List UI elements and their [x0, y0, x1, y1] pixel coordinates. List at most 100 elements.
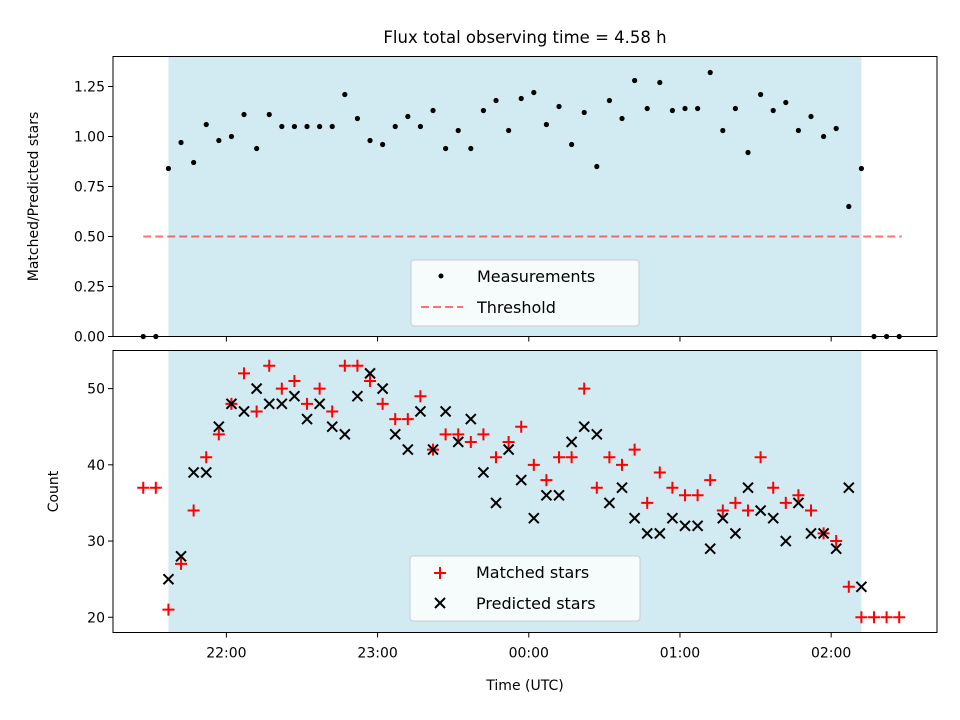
measurement-point [808, 113, 814, 120]
matched-star-point [792, 489, 805, 502]
matched-star-point [376, 397, 389, 410]
legend-predicted-label: Predicted stars [476, 594, 596, 613]
measurement-point [430, 107, 436, 114]
measurement-point [606, 97, 613, 104]
matched-star-point [187, 504, 200, 517]
predicted-star-point [754, 504, 767, 517]
matched-star-point [880, 611, 893, 624]
predicted-star-point [729, 527, 742, 540]
predicted-star-point [250, 382, 263, 395]
measurement-point [178, 139, 184, 146]
legend-measurements-label: Measurements [477, 267, 595, 286]
matched-star-point [553, 451, 566, 464]
predicted-star-point [603, 497, 616, 509]
predicted-star-point [364, 367, 376, 380]
measurement-point [720, 127, 726, 134]
predicted-star-point [465, 413, 477, 425]
predicted-star-point [565, 436, 578, 448]
measurement-point [682, 105, 688, 112]
predicted-star-point [301, 413, 313, 425]
measurement-point [468, 145, 474, 152]
x-tick-label: 00:00 [509, 646, 549, 662]
predicted-star-point [528, 512, 540, 524]
predicted-star-point [162, 573, 175, 585]
matched-star-point [351, 359, 364, 372]
predicted-star-point [767, 512, 779, 524]
matched-star-point [868, 611, 881, 624]
matched-star-point [855, 611, 868, 624]
matched-star-point [527, 458, 540, 471]
matched-star-point [338, 359, 351, 372]
predicted-star-point [679, 520, 691, 532]
predicted-star-point [339, 428, 351, 441]
measurement-point [644, 105, 650, 112]
matched-star-point [389, 413, 402, 426]
measurement-point [695, 105, 701, 112]
matched-star-point [175, 557, 188, 570]
matched-star-point [842, 580, 855, 593]
matched-star-point [452, 428, 465, 441]
matched-star-point [893, 611, 906, 624]
matched-star-point [490, 451, 503, 464]
predicted-star-point [666, 512, 679, 524]
matched-star-point [754, 451, 767, 464]
top-y-tick-label: 1.25 [74, 80, 105, 96]
measurement-point [518, 95, 524, 102]
measurement-point [405, 113, 411, 120]
predicted-star-point [427, 443, 439, 456]
predicted-star-point [326, 421, 338, 433]
predicted-star-point [780, 535, 792, 547]
measurement-point [783, 99, 789, 106]
measurement-point [342, 91, 348, 98]
matched-star-point [263, 359, 276, 372]
measurement-point [619, 115, 625, 122]
matched-star-point [641, 496, 654, 509]
top-y-tick-label: 0.50 [74, 230, 105, 246]
measurement-point [279, 123, 285, 130]
measurement-point [821, 133, 827, 140]
legend-matched-label: Matched stars [476, 563, 589, 582]
top-plot-frame [112, 56, 938, 337]
legend-measurements-marker [438, 273, 444, 279]
measurement-point [392, 123, 398, 130]
predicted-star-point [805, 527, 817, 540]
predicted-star-point [389, 428, 401, 441]
measurement-point [480, 107, 487, 114]
measurement-point [594, 163, 600, 170]
measurement-point [354, 115, 361, 122]
measurement-point [745, 149, 751, 156]
matched-star-point [238, 367, 251, 380]
measurement-point [657, 79, 663, 86]
matched-star-point [515, 420, 528, 433]
matched-star-point [666, 481, 679, 494]
predicted-star-point [591, 428, 603, 441]
measurement-point [367, 137, 373, 144]
legend-matched-marker [434, 567, 446, 579]
predicted-star-point [187, 466, 200, 479]
measurement-point [732, 105, 739, 112]
x-axis-label: Time (UTC) [485, 678, 563, 694]
measurement-point [770, 107, 776, 114]
predicted-star-point [691, 520, 704, 532]
legend-predicted-marker [434, 597, 446, 609]
measurement-point [858, 165, 865, 172]
predicted-star-point [414, 405, 427, 418]
predicted-star-point [540, 489, 553, 502]
predicted-star-point [553, 489, 565, 502]
matched-star-point [439, 428, 452, 441]
matched-star-point [301, 397, 314, 410]
predicted-star-point [616, 481, 628, 494]
bottom-legend-box [409, 555, 641, 622]
bottom-y-tick-label: 30 [87, 534, 105, 550]
measurement-point [291, 123, 298, 130]
predicted-star-point [641, 527, 653, 540]
matched-star-point [565, 451, 578, 464]
predicted-star-point [490, 497, 502, 509]
measurement-point [493, 97, 499, 104]
matched-star-point [502, 435, 515, 448]
measurement-point [228, 133, 235, 140]
measurement-point [833, 125, 839, 132]
matched-star-point [364, 374, 377, 387]
measurement-point [581, 109, 587, 116]
